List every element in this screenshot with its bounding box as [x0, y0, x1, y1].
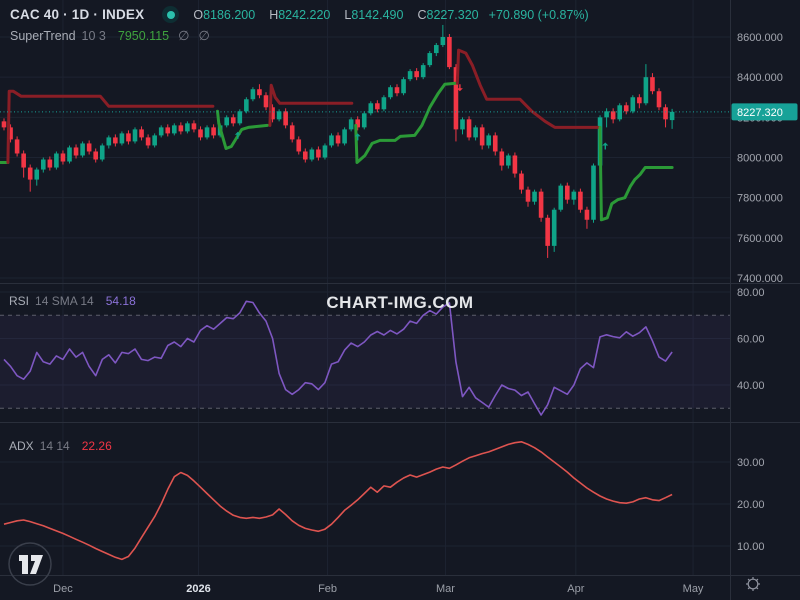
- axis-label: 80.00: [737, 287, 765, 299]
- axis-label: 60.00: [737, 334, 765, 346]
- time-label: Apr: [567, 583, 584, 595]
- ohlc-close: C8227.320: [417, 8, 479, 22]
- supertrend-legend[interactable]: SuperTrend 10 3 7950.115 ∅ ∅: [10, 28, 210, 44]
- axis-label: 40.00: [737, 380, 765, 392]
- adx-line: [3, 440, 673, 561]
- symbol-title[interactable]: CAC 40 · 1D · INDEX: [10, 7, 145, 22]
- axis-label: 20.00: [737, 499, 765, 511]
- gear-icon[interactable]: [746, 577, 760, 591]
- axis-label: 30.00: [737, 457, 765, 469]
- axis-label: 8000.000: [737, 153, 783, 165]
- supertrend-flip-markers: [234, 84, 609, 150]
- candles: [1, 24, 675, 258]
- indicator-params: 10 3: [81, 29, 106, 43]
- grid: [0, 0, 730, 575]
- price-axis[interactable]: [730, 0, 800, 575]
- axis-label: 8400.000: [737, 72, 783, 84]
- rsi-legend[interactable]: RSI 14 SMA 14 54.18: [9, 294, 136, 308]
- adx-params: 14 14: [39, 439, 70, 453]
- axis-label: 7600.000: [737, 233, 783, 245]
- indicator-name: SuperTrend: [10, 29, 76, 43]
- supertrend-value: 7950.115: [117, 29, 170, 43]
- adx-value: 22.26: [81, 439, 112, 453]
- last-price-badge: [731, 103, 798, 121]
- rsi-line: [3, 300, 673, 416]
- ohlc-open: O8186.200: [193, 8, 256, 22]
- time-axis[interactable]: [0, 575, 730, 600]
- empty-value-icon: ∅: [178, 28, 190, 43]
- time-label: Feb: [318, 583, 337, 595]
- market-status-icon: [162, 6, 180, 23]
- axis-label: 8227.320: [737, 107, 783, 119]
- main-legend: CAC 40 · 1D · INDEX O8186.200 H8242.220 …: [10, 6, 589, 23]
- rsi-band: [0, 315, 730, 409]
- axis-label: 7800.000: [737, 193, 783, 205]
- time-label: 2026: [186, 583, 210, 595]
- empty-value-icon: ∅: [198, 28, 210, 43]
- price-change: +70.890 (+0.87%): [488, 7, 589, 22]
- tradingview-logo-icon[interactable]: [8, 542, 52, 586]
- axis-label: 10.00: [737, 541, 765, 553]
- adx-name: ADX: [9, 439, 34, 453]
- rsi-value: 54.18: [105, 294, 136, 308]
- time-label: Mar: [436, 583, 455, 595]
- supertrend-line: [0, 48, 674, 222]
- rsi-params: 14 SMA 14: [35, 294, 94, 308]
- time-label: Dec: [53, 583, 73, 595]
- time-label: May: [683, 583, 704, 595]
- adx-legend[interactable]: ADX 14 14 22.26: [9, 439, 112, 453]
- rsi-name: RSI: [9, 294, 30, 308]
- axis-label: 7400.000: [737, 273, 783, 285]
- axis-label: 8600.000: [737, 32, 783, 44]
- ohlc-low: L8142.490: [344, 8, 404, 22]
- watermark: CHART-IMG.COM: [326, 293, 474, 312]
- status-dot: [166, 10, 175, 19]
- ohlc-high: H8242.220: [269, 8, 331, 22]
